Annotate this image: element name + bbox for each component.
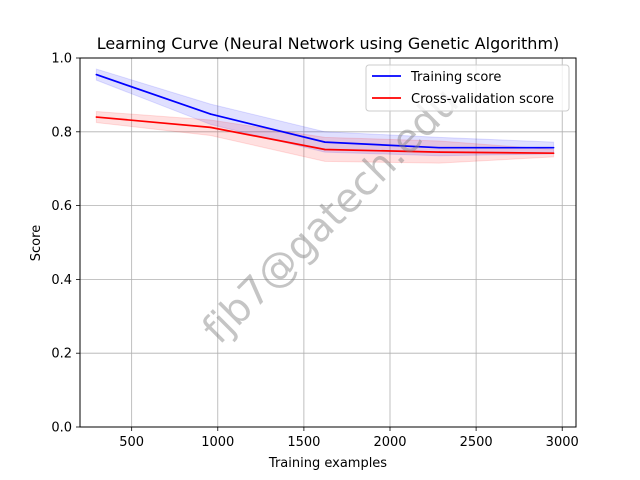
point-cross-validation bbox=[209, 126, 212, 129]
grid bbox=[80, 57, 576, 428]
legend-label-training: Training score bbox=[410, 70, 501, 85]
point-training bbox=[209, 113, 212, 115]
y-tick-label: 0.6 bbox=[51, 199, 72, 214]
y-tick-label: 1.0 bbox=[51, 52, 72, 67]
y-tick-label: 0.4 bbox=[51, 273, 72, 288]
y-axis-label: Score bbox=[29, 225, 44, 261]
plot-frame bbox=[79, 57, 577, 428]
point-cross-validation bbox=[438, 151, 441, 153]
y-tick-label: 0.8 bbox=[51, 125, 72, 140]
x-tick-label: 500 bbox=[119, 435, 144, 450]
band-cross-validation bbox=[95, 110, 555, 164]
x-axis-label: Training examples bbox=[268, 456, 387, 471]
legend-box bbox=[365, 64, 570, 112]
series-lines bbox=[95, 73, 555, 155]
point-cross-validation bbox=[552, 152, 555, 155]
y-tick-label: 0.2 bbox=[51, 347, 72, 362]
point-training bbox=[324, 141, 326, 143]
point-training bbox=[552, 146, 555, 149]
point-training bbox=[438, 146, 441, 149]
y-tick-label: 0.0 bbox=[51, 421, 72, 436]
legend: Training score Cross-validation score bbox=[365, 64, 570, 112]
x-tick-label: 3000 bbox=[546, 435, 579, 450]
x-tick-label: 2000 bbox=[373, 435, 406, 450]
x-tick-label: 1000 bbox=[201, 435, 234, 450]
legend-label-cross-validation: Cross-validation score bbox=[411, 92, 554, 107]
point-cross-validation bbox=[324, 148, 326, 151]
chart-title: Learning Curve (Neural Network using Gen… bbox=[97, 34, 560, 53]
x-tick-label: 2500 bbox=[460, 435, 493, 450]
x-tick-label: 1500 bbox=[287, 435, 320, 450]
point-training bbox=[95, 73, 98, 76]
axis-ticks: 500 1000 1500 2000 2500 3000 0.0 0.2 0.4 0.6 0.8 1.… bbox=[51, 52, 578, 451]
point-cross-validation bbox=[95, 116, 98, 118]
